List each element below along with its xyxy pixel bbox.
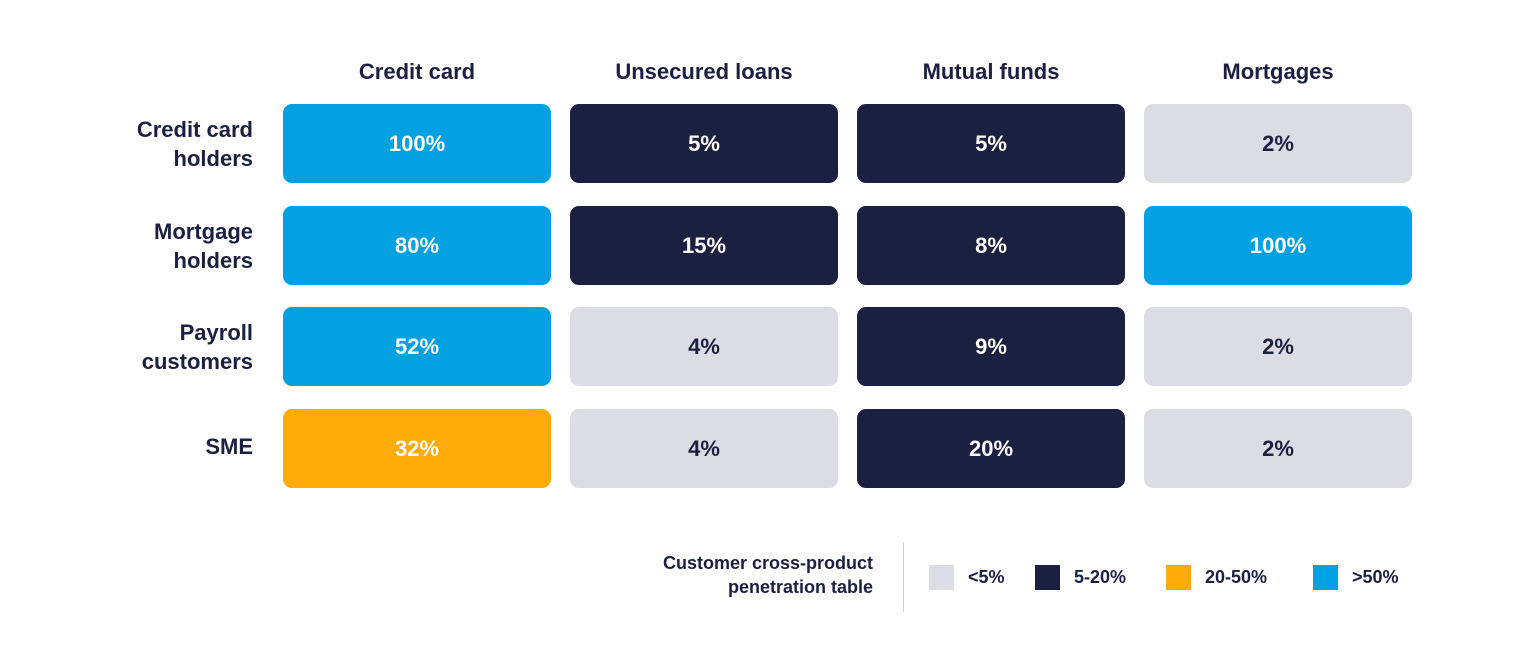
legend-swatch (929, 564, 954, 590)
heatmap-cell: 4% (570, 307, 838, 386)
row-label-mortgage-holders: Mortgage holders (13, 217, 253, 275)
row-label-line: holders (173, 146, 253, 171)
heatmap-cell: 8% (857, 206, 1125, 285)
legend-item-20-50: 20-50% (1166, 564, 1267, 590)
heatmap-cell: 2% (1144, 104, 1412, 183)
legend-swatch (1035, 564, 1060, 590)
penetration-heatmap: Credit card Unsecured loans Mutual funds… (13, 59, 1412, 488)
legend: Customer cross-product penetration table… (0, 540, 1536, 615)
legend-label: >50% (1352, 566, 1399, 587)
legend-divider (903, 542, 904, 612)
row-label-payroll-customers: Payroll customers (13, 318, 253, 376)
legend-title-line: Customer cross-product (662, 553, 873, 573)
row-label-line: holders (173, 248, 253, 273)
row-label-line: Payroll (179, 320, 253, 345)
legend-swatch (1313, 564, 1338, 590)
heatmap-cell: 15% (570, 206, 838, 285)
heatmap-cell: 4% (570, 409, 838, 488)
row-label-line: Credit card (136, 117, 253, 142)
heatmap-cell: 32% (283, 409, 551, 488)
column-header-mutual-funds: Mutual funds (922, 59, 1060, 84)
column-header-mortgages: Mortgages (1222, 59, 1334, 84)
legend-title: Customer cross-product penetration table (593, 551, 873, 599)
row-label-line: SME (205, 434, 253, 459)
heatmap-cell: 5% (857, 104, 1125, 183)
heatmap-cell: 52% (283, 307, 551, 386)
legend-label: 5-20% (1074, 566, 1127, 587)
column-header-unsecured-loans: Unsecured loans (615, 59, 793, 84)
heatmap-cell: 5% (570, 104, 838, 183)
heatmap-cell: 2% (1144, 409, 1412, 488)
row-label-line: customers (141, 349, 253, 374)
row-label-line: Mortgage (154, 219, 253, 244)
heatmap-cell: 2% (1144, 307, 1412, 386)
legend-title-line: penetration table (727, 577, 873, 597)
legend-swatch (1166, 564, 1191, 590)
heatmap-cell: 100% (283, 104, 551, 183)
heatmap-cell: 80% (283, 206, 551, 285)
heatmap-cell: 9% (857, 307, 1125, 386)
row-label-sme: SME (13, 432, 253, 461)
row-label-credit-card-holders: Credit card holders (13, 115, 253, 173)
heatmap-cell: 100% (1144, 206, 1412, 285)
column-header-credit-card: Credit card (358, 59, 476, 84)
legend-label: <5% (968, 566, 1005, 587)
legend-label: 20-50% (1205, 566, 1268, 587)
legend-item-under-5: <5% (929, 564, 1005, 590)
legend-item-over-50: >50% (1313, 564, 1399, 590)
heatmap-cell: 20% (857, 409, 1125, 488)
legend-item-5-20: 5-20% (1035, 564, 1126, 590)
